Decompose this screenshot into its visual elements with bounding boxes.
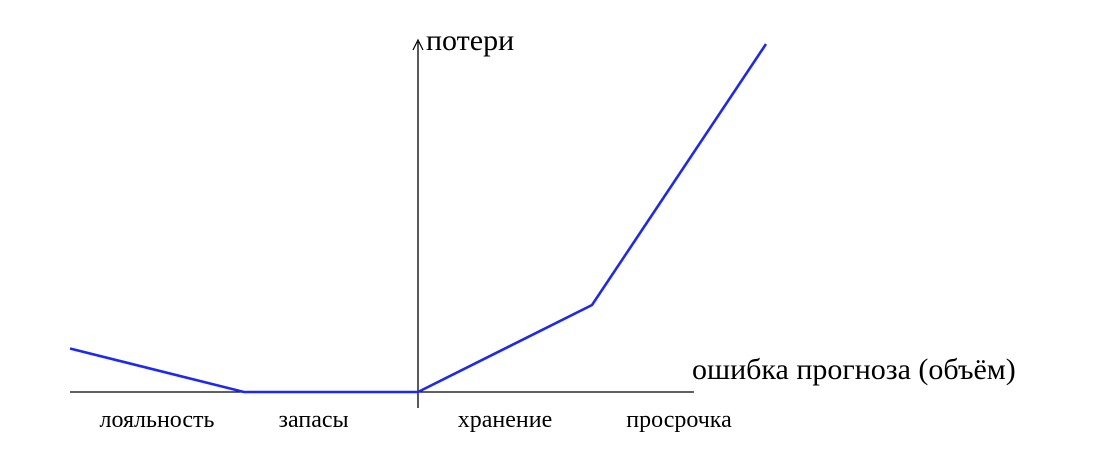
region-label-1: запасы xyxy=(279,407,349,433)
region-label-0: лояльность xyxy=(99,407,214,433)
region-labels: лояльность запасы хранение просрочка xyxy=(99,407,732,433)
y-axis-title: потери xyxy=(426,24,514,57)
x-axis-title: ошибка прогноза (объём) xyxy=(692,353,1016,386)
series-line-0 xyxy=(69,43,768,394)
series-layer xyxy=(69,43,768,394)
region-label-2: хранение xyxy=(458,407,553,433)
y-axis-arrow-icon xyxy=(412,38,424,51)
region-label-3: просрочка xyxy=(626,407,732,433)
